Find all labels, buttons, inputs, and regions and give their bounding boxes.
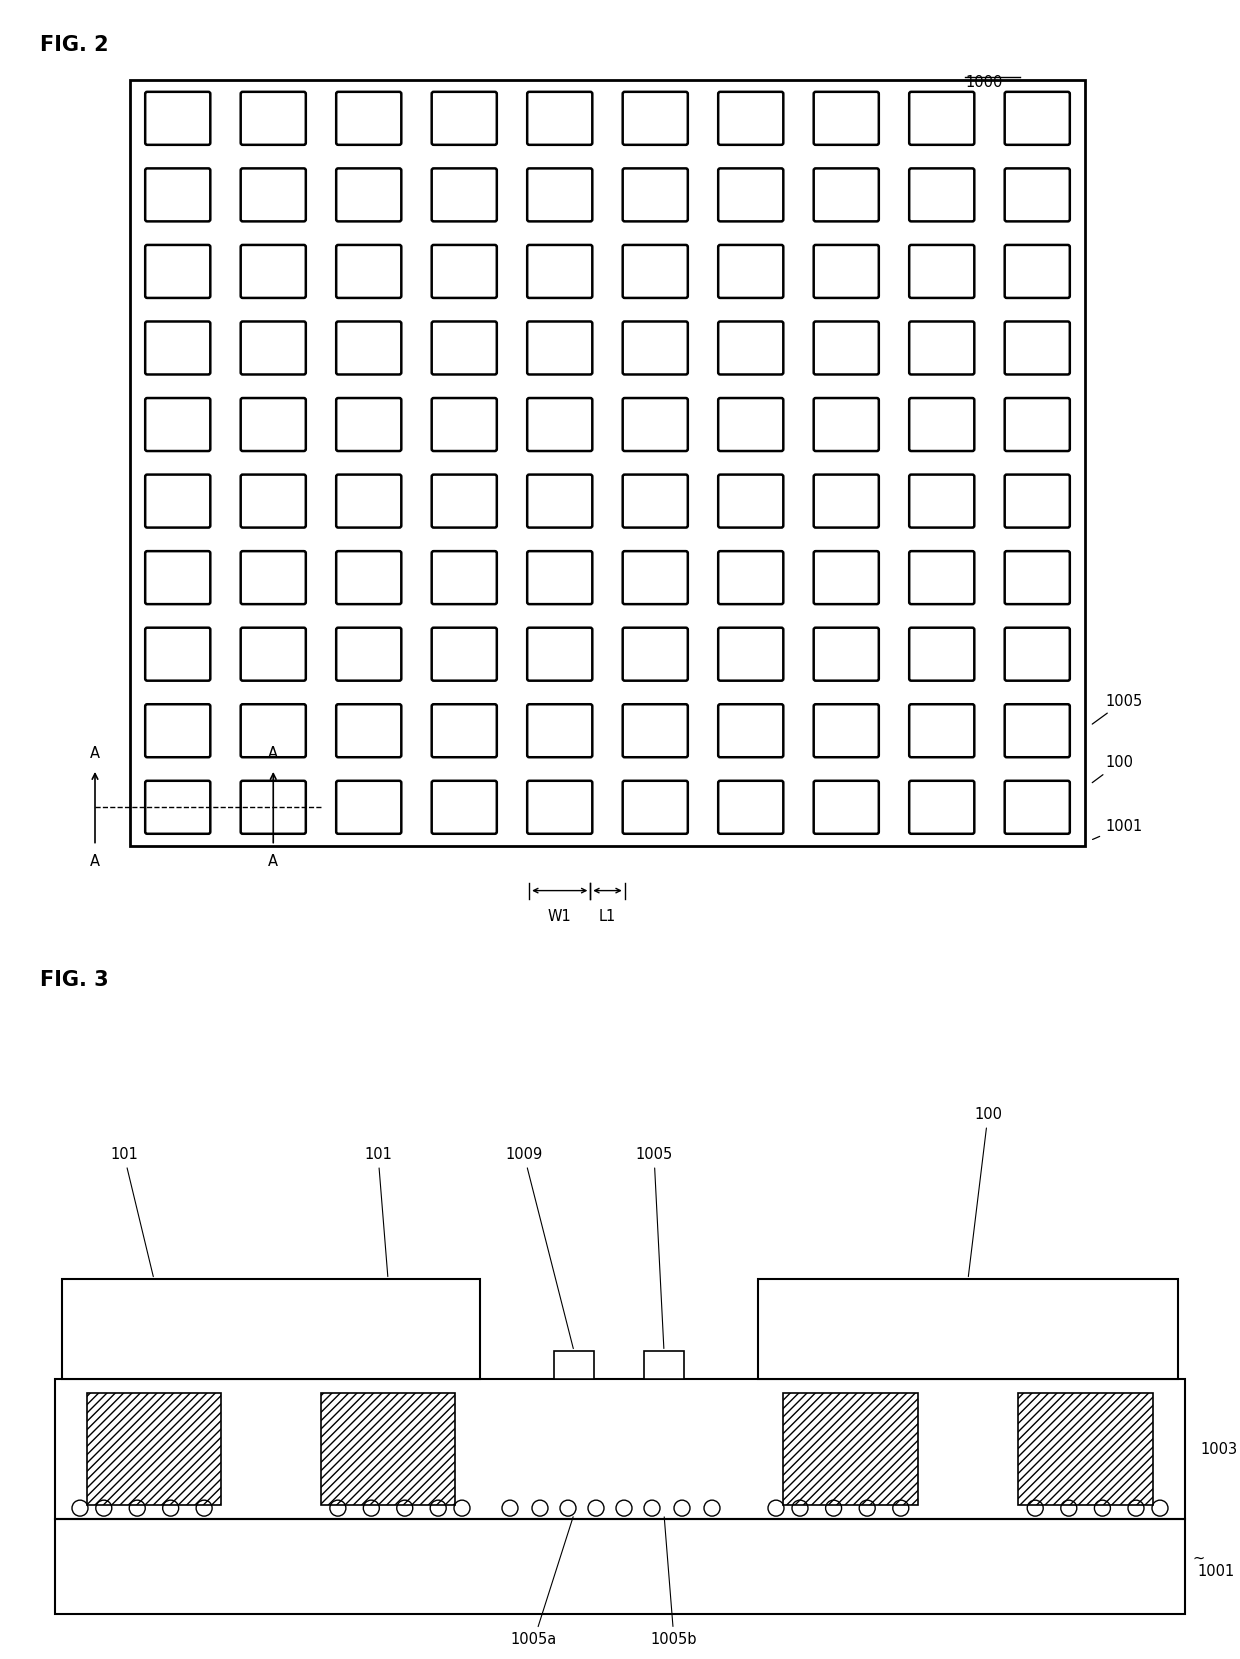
Bar bbox=[321, 1394, 455, 1505]
Text: 1005a: 1005a bbox=[511, 1516, 573, 1647]
Bar bbox=[62, 1279, 480, 1379]
Text: 1003: 1003 bbox=[1200, 1442, 1238, 1457]
Text: L1: L1 bbox=[599, 909, 616, 924]
Text: 101: 101 bbox=[110, 1148, 154, 1277]
Text: 1005b: 1005b bbox=[651, 1516, 697, 1647]
Text: FIG. 2: FIG. 2 bbox=[40, 35, 109, 55]
Bar bbox=[758, 1279, 1178, 1379]
Text: W1: W1 bbox=[548, 909, 572, 924]
Text: 101: 101 bbox=[365, 1148, 392, 1276]
Text: A: A bbox=[268, 747, 278, 761]
Bar bbox=[644, 1352, 684, 1379]
Text: ~: ~ bbox=[1193, 1551, 1205, 1566]
Text: A: A bbox=[268, 854, 278, 869]
Bar bbox=[55, 1520, 1185, 1614]
Text: 1005: 1005 bbox=[1092, 693, 1142, 723]
Text: 1009: 1009 bbox=[506, 1148, 573, 1349]
Text: 1005: 1005 bbox=[635, 1148, 672, 1349]
Bar bbox=[554, 1352, 594, 1379]
Bar bbox=[784, 1394, 918, 1505]
Text: A: A bbox=[91, 854, 100, 869]
Text: FIG. 3: FIG. 3 bbox=[40, 969, 109, 990]
Text: A: A bbox=[91, 747, 100, 761]
Text: 100: 100 bbox=[968, 1108, 1002, 1276]
Text: 100: 100 bbox=[1092, 755, 1133, 783]
Bar bbox=[55, 1379, 1185, 1520]
Bar bbox=[87, 1394, 221, 1505]
Text: 1001: 1001 bbox=[1197, 1564, 1234, 1579]
Bar bbox=[130, 80, 1085, 846]
Text: 1000: 1000 bbox=[965, 75, 1002, 90]
Text: 1001: 1001 bbox=[1092, 818, 1142, 839]
Bar bbox=[1018, 1394, 1153, 1505]
